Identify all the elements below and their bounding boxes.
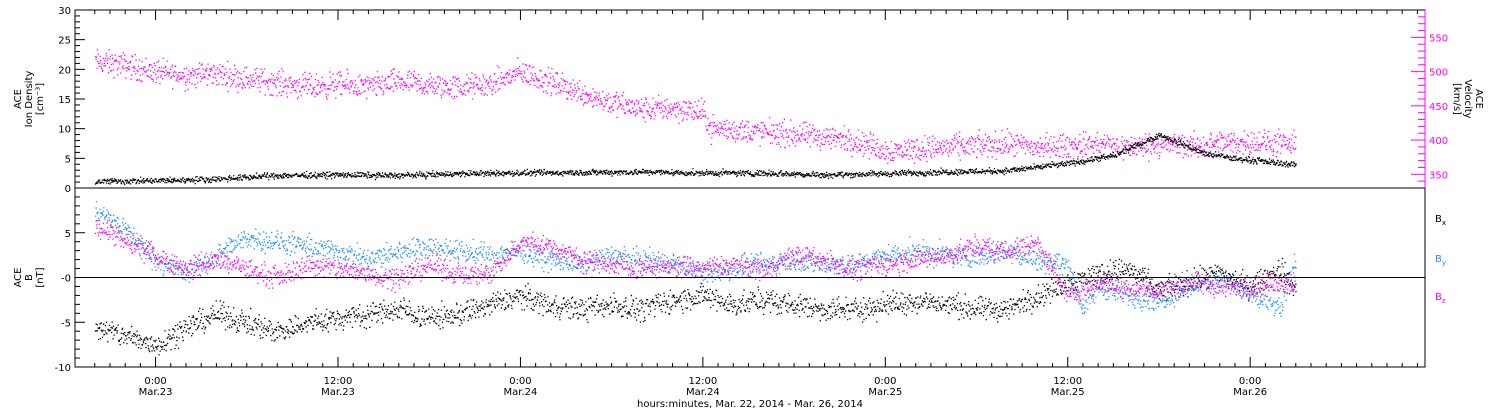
by-series-points	[95, 201, 1297, 317]
legend-bx: Bx	[1435, 214, 1446, 227]
bz-series	[94, 220, 1297, 305]
time-tick-label: 0:00	[144, 376, 166, 387]
velocity-series	[95, 49, 1297, 165]
date-tick-label: Mar.26	[1233, 387, 1267, 398]
bz-series-points	[94, 220, 1297, 305]
density-tick-label: 25	[58, 36, 71, 47]
date-tick-label: Mar.24	[686, 387, 720, 398]
density-series	[94, 132, 1297, 186]
density-axis-title: [cm⁻³]	[35, 83, 46, 115]
x-axis-title: hours:minutes, Mar. 22, 2014 - Mar. 26, …	[637, 399, 863, 410]
velocity-tick-label: 350	[1429, 170, 1448, 181]
time-tick-label: 12:00	[688, 376, 717, 387]
time-tick-label: 0:00	[509, 376, 531, 387]
velocity-series-points	[95, 49, 1297, 165]
bx-series	[94, 257, 1297, 356]
date-tick-label: Mar.23	[321, 387, 355, 398]
date-tick-label: Mar.25	[1051, 387, 1085, 398]
b-tick-label: -0	[61, 274, 71, 285]
density-tick-label: 30	[58, 6, 71, 17]
b-tick-label: -10	[55, 363, 71, 374]
density-axis-title: ACE	[13, 89, 24, 109]
velocity-axis-title: ACE	[1473, 89, 1484, 109]
b-tick-label: 5	[65, 229, 71, 240]
density-tick-label: 0	[65, 184, 71, 195]
velocity-tick-label: 500	[1429, 68, 1448, 79]
time-tick-label: 0:00	[1239, 376, 1261, 387]
by-series	[95, 201, 1297, 317]
time-tick-label: 12:00	[324, 376, 353, 387]
density-tick-label: 5	[65, 154, 71, 165]
time-tick-label: 12:00	[1053, 376, 1082, 387]
legend-bz: Bz	[1435, 292, 1446, 305]
b-axis-title: ACE	[13, 268, 24, 288]
time-tick-label: 0:00	[874, 376, 896, 387]
legend-by: By	[1435, 254, 1446, 267]
velocity-tick-label: 400	[1429, 136, 1448, 147]
bx-series-points	[94, 257, 1297, 356]
velocity-axis-title: Velocity	[1462, 79, 1473, 118]
b-tick-label: -5	[61, 318, 71, 329]
velocity-tick-label: 450	[1429, 102, 1448, 113]
date-tick-label: Mar.25	[868, 387, 902, 398]
density-tick-label: 10	[58, 125, 71, 136]
b-axis-title: B	[24, 274, 35, 281]
date-tick-label: Mar.24	[504, 387, 538, 398]
velocity-axis-title: [km/s]	[1451, 83, 1462, 115]
b-axis-title: [nT]	[35, 267, 46, 287]
density-series-points	[94, 132, 1297, 186]
density-axis-title: Ion Density	[24, 71, 35, 128]
density-tick-label: 20	[58, 65, 71, 76]
density-tick-label: 15	[58, 95, 71, 106]
date-tick-label: Mar.23	[139, 387, 173, 398]
velocity-tick-label: 550	[1429, 33, 1448, 44]
